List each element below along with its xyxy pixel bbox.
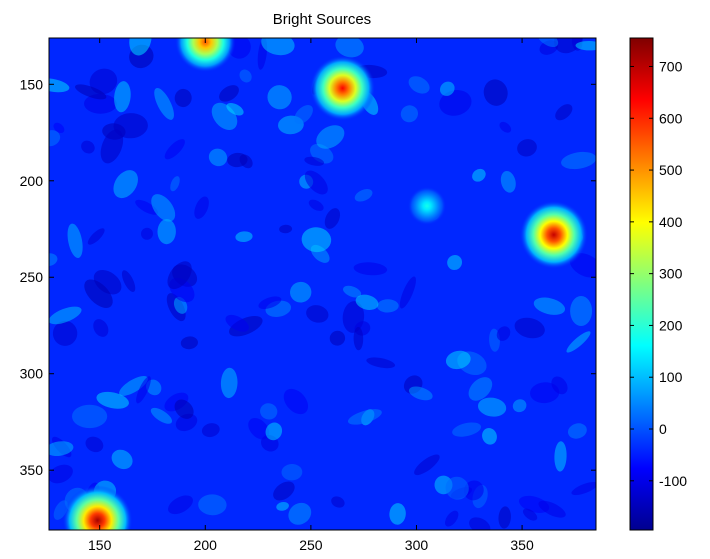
colorbar xyxy=(629,37,654,531)
x-tick-label: 350 xyxy=(510,537,534,553)
colorbar-tick-label: 100 xyxy=(659,369,683,385)
colorbar-tick-label: 500 xyxy=(659,162,683,178)
bright-source xyxy=(62,485,133,530)
bright-source xyxy=(175,38,236,73)
heatmap-image xyxy=(49,38,596,530)
y-tick-label: 250 xyxy=(20,269,44,285)
colorbar-tick-label: 200 xyxy=(659,317,683,333)
y-tick-label: 300 xyxy=(20,366,44,382)
colorbar-tick-label: -100 xyxy=(659,473,687,489)
colorbar-tick-label: 600 xyxy=(659,110,683,126)
x-tick-label: 150 xyxy=(88,537,112,553)
plot-frame xyxy=(48,37,597,531)
bright-source xyxy=(519,200,588,269)
colorbar-tick-label: 0 xyxy=(659,421,667,437)
y-tick-label: 150 xyxy=(20,76,44,92)
x-tick-label: 250 xyxy=(299,537,323,553)
y-tick-label: 200 xyxy=(20,173,44,189)
bright-source xyxy=(310,55,376,121)
x-axis-ticks: 150 200 250 300 350 xyxy=(88,38,534,553)
bright-source xyxy=(407,186,447,226)
y-tick-label: 350 xyxy=(20,462,44,478)
y-axis-ticks: 150 200 250 300 350 xyxy=(20,76,596,478)
chart-title: Bright Sources xyxy=(273,11,371,28)
colorbar-tick-label: 400 xyxy=(659,214,683,230)
colorbar-tick-label: 300 xyxy=(659,266,683,282)
colorbar-tick-label: 700 xyxy=(659,58,683,74)
colorbar-ticks: -100 0 100 200 300 400 500 600 700 xyxy=(630,58,687,489)
x-tick-label: 200 xyxy=(194,537,218,553)
x-tick-label: 300 xyxy=(405,537,429,553)
